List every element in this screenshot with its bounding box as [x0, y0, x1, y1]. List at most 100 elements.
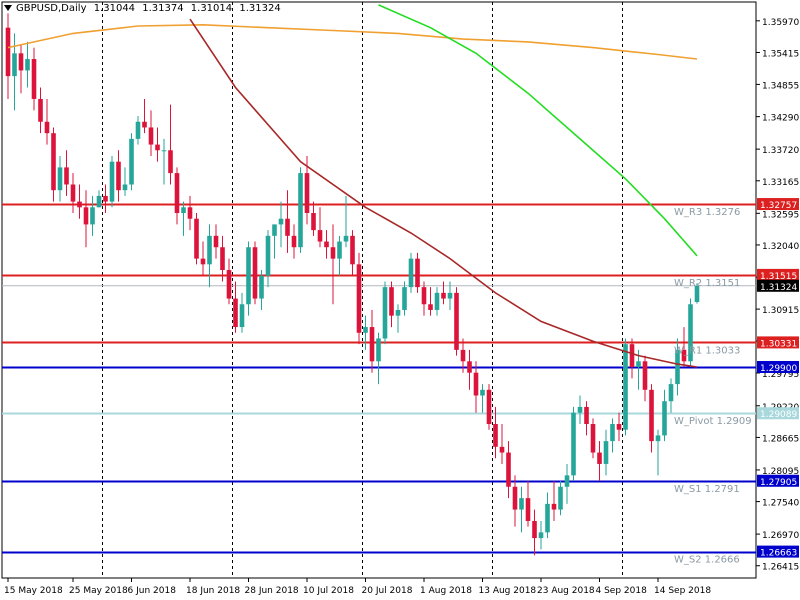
price-tick-label: 1.28095 [762, 467, 799, 477]
candle-body [441, 292, 446, 299]
pivot-price-tag-label: 1.32757 [760, 201, 797, 211]
candle-body [278, 218, 284, 225]
candle-body [590, 424, 596, 453]
candle-body [623, 344, 628, 430]
candle-body [109, 161, 115, 202]
candle-body [571, 412, 576, 476]
pivot-text: W_R3 1.3276 [674, 207, 740, 218]
candle-body [493, 424, 498, 447]
candle-body [584, 406, 589, 425]
candle-body [103, 195, 108, 202]
candle-body [499, 446, 505, 453]
candle-body [655, 435, 661, 442]
date-tick-label: 4 Sep 2018 [596, 586, 648, 596]
candle-body [337, 241, 342, 259]
candle-body [135, 121, 141, 139]
candle-body [558, 486, 563, 510]
moving-average-orange [7, 23, 698, 60]
candle-body [220, 247, 225, 271]
candle-body [239, 304, 245, 328]
price-tick-label: 1.33165 [762, 178, 799, 188]
date-tick-label: 28 Jun 2018 [245, 586, 299, 596]
candle-body [506, 452, 511, 487]
candle-body [675, 349, 680, 385]
candle-body [194, 218, 199, 259]
candle-body [70, 184, 76, 202]
pivot-text: W_S1 1.2791 [674, 484, 740, 495]
current-price-tag [757, 279, 799, 292]
price-tick-label: 1.35415 [762, 49, 799, 59]
plot-frame [1, 1, 757, 579]
price-tick-label: 1.30915 [762, 306, 799, 316]
candle-body [642, 361, 648, 390]
candle-body [259, 275, 264, 299]
price-tick-label: 1.27540 [762, 499, 799, 509]
pivot-price-tag-label: 1.30331 [760, 339, 797, 349]
candle-body [356, 264, 362, 333]
candle-body [64, 167, 69, 185]
candle-body [291, 235, 297, 248]
candle-body [38, 98, 43, 122]
candle-body [161, 150, 167, 152]
candle-body [298, 173, 303, 248]
candle-body [174, 173, 180, 214]
date-tick-label: 18 Jun 2018 [186, 586, 240, 596]
candle-body [168, 150, 173, 174]
candle-body [187, 207, 193, 219]
ohlc-open: 1.31044 [93, 3, 136, 14]
candle-body [636, 361, 641, 367]
candle-body [603, 441, 609, 464]
candle-body [265, 235, 271, 276]
pivot-price-tag [757, 360, 799, 373]
date-tick-label: 25 May 2018 [69, 586, 128, 596]
price-tick-label: 1.32040 [762, 242, 799, 252]
pivot-price-tag-label: 1.31515 [760, 272, 797, 282]
candle-body [428, 304, 433, 310]
price-tick-label: 1.26415 [762, 563, 799, 573]
moving-average-green [378, 4, 698, 257]
candle-body [447, 292, 453, 299]
candle-body [155, 144, 160, 151]
candle-body [311, 213, 316, 231]
moving-average-darkred [189, 18, 698, 368]
date-tick-label: 23 Aug 2018 [537, 586, 595, 596]
candle-body [551, 503, 557, 510]
candle-body [460, 349, 466, 362]
pivot-price-tag [757, 407, 799, 420]
pivot-price-tag [757, 545, 799, 558]
candle-body [350, 235, 355, 265]
price-tick-label: 1.26970 [762, 531, 799, 541]
pivot-price-tag [757, 474, 799, 487]
candle-body [610, 424, 615, 442]
candle-body [532, 520, 537, 539]
pivot-text: W_S2 1.2666 [674, 555, 740, 566]
candle-body [382, 287, 388, 339]
candle-body [304, 173, 310, 214]
ohlc-low: 1.31014 [190, 3, 233, 14]
candle-body [473, 372, 479, 396]
candle-body [83, 207, 89, 225]
candle-body [317, 230, 323, 242]
candle-body [688, 304, 693, 362]
candle-body [616, 424, 622, 430]
ohlc-high: 1.31374 [142, 3, 184, 14]
pivot-text: W_R1 1.3033 [674, 345, 740, 356]
candle-body [246, 247, 251, 305]
candle-body [57, 167, 63, 191]
candle-body [363, 327, 368, 333]
candle-body [252, 247, 258, 299]
candle-body [200, 258, 206, 265]
candle-body [467, 361, 472, 373]
pivot-price-tag [757, 198, 799, 211]
pivot-text: W_R2 1.3151 [674, 278, 740, 289]
candle-body [213, 235, 219, 248]
candle-body [402, 287, 407, 310]
candle-body [122, 184, 128, 191]
symbol-label: GBPUSD,Daily [16, 3, 87, 14]
pivot-price-tag-label: 1.29900 [760, 364, 797, 374]
candle-body [694, 286, 700, 302]
candle-body [12, 53, 17, 77]
candle-body [389, 287, 394, 316]
dropdown-triangle-icon[interactable] [4, 5, 12, 11]
